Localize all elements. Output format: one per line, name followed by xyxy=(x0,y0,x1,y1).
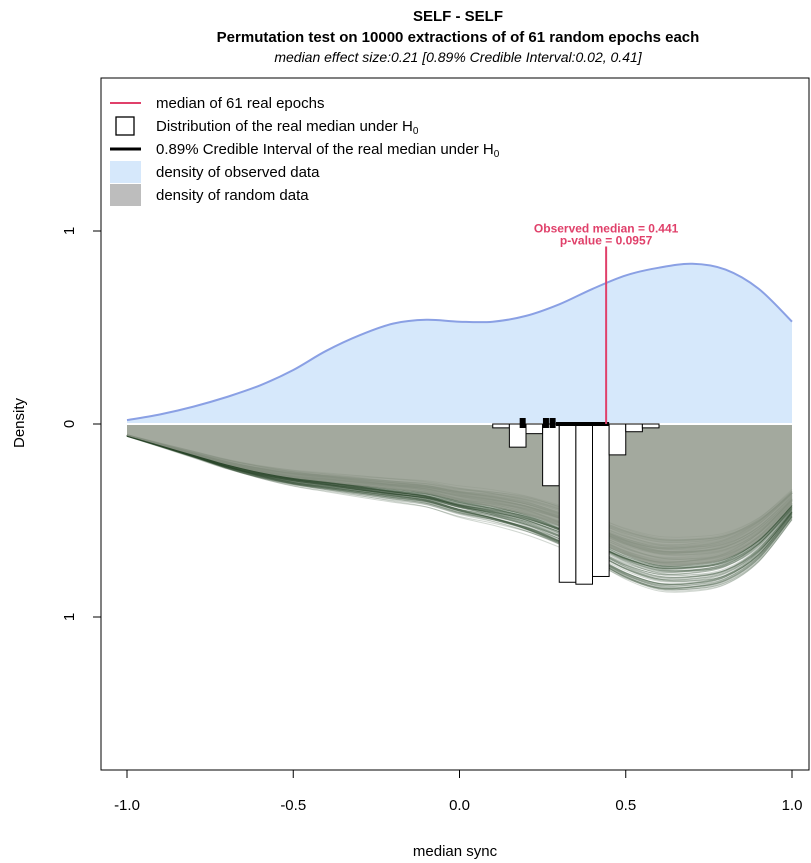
random-density-curve xyxy=(126,435,793,570)
permutation-histogram xyxy=(492,423,660,585)
credible-interval-tick xyxy=(519,418,526,428)
histogram-bar xyxy=(592,423,610,577)
credible-interval xyxy=(519,418,610,428)
random-density-curve xyxy=(126,435,793,582)
random-density-curve xyxy=(126,434,793,567)
chart-titles: SELF - SELF Permutation test on 10000 ex… xyxy=(217,8,700,65)
random-density-curve xyxy=(126,435,793,588)
random-density-curve xyxy=(126,435,793,577)
random-density-curve xyxy=(126,434,793,585)
random-density-curve xyxy=(126,435,793,587)
observed-median-label: Observed median = 0.441 xyxy=(534,221,679,235)
random-density-curve xyxy=(126,435,793,579)
random-density-curve xyxy=(126,434,793,569)
random-density-curve xyxy=(126,435,793,573)
random-density-curve xyxy=(126,435,793,591)
y-tick-label: 0 xyxy=(61,420,78,428)
observed-density-area xyxy=(127,263,792,424)
legend-label: Distribution of the real median under H0 xyxy=(156,118,419,137)
legend-swatch xyxy=(115,116,135,136)
random-density-curve xyxy=(126,435,793,572)
histogram-bar xyxy=(492,423,510,429)
histogram-bar xyxy=(525,423,544,435)
legend-swatch xyxy=(110,161,141,183)
legend: median of 61 real epochs Distribution of … xyxy=(110,95,500,206)
random-density-curve xyxy=(126,435,793,581)
y-tick-label: 1 xyxy=(61,227,78,235)
random-density-curve xyxy=(126,435,793,585)
random-density-curve xyxy=(126,435,793,579)
legend-item: density of random data xyxy=(110,184,309,206)
x-tick-label: 0.5 xyxy=(615,797,636,814)
histogram-bar xyxy=(608,423,627,456)
chart-effect-size-note: median effect size:0.21 [0.89% Credible … xyxy=(274,49,642,65)
random-density-curve xyxy=(126,435,793,573)
random-density-curve xyxy=(126,435,793,573)
x-tick-label: 1.0 xyxy=(782,797,803,814)
random-density-curve xyxy=(126,435,793,583)
random-density-curve xyxy=(126,434,793,590)
credible-interval-tick xyxy=(549,418,556,428)
random-density-curve xyxy=(126,435,793,586)
legend-item: Distribution of the real median under H0 xyxy=(115,116,419,137)
histogram-bar xyxy=(625,423,643,433)
random-density-curve xyxy=(126,435,793,587)
histogram-bar xyxy=(641,423,660,429)
random-density-curve xyxy=(126,435,793,590)
p-value-label: p-value = 0.0957 xyxy=(560,233,653,247)
random-density-curve xyxy=(126,435,793,591)
histogram-bar xyxy=(542,423,560,487)
x-tick-label: -1.0 xyxy=(114,797,140,814)
random-density-curve xyxy=(126,434,793,572)
legend-item: density of observed data xyxy=(110,161,320,183)
legend-label-subscript: 0 xyxy=(413,126,419,137)
random-density-curve xyxy=(126,435,793,585)
y-axis: 1 0 1 xyxy=(61,227,102,621)
x-axis-label: median sync xyxy=(413,843,498,860)
legend-item: 0.89% Credible Interval of the real medi… xyxy=(110,141,500,160)
legend-label: density of observed data xyxy=(156,164,320,181)
random-density-curve xyxy=(126,435,793,589)
random-density-curve xyxy=(126,435,793,589)
histogram-bar xyxy=(508,423,527,448)
legend-label-subscript: 0 xyxy=(494,149,500,160)
random-density-curve xyxy=(126,435,793,593)
y-axis-label: Density xyxy=(11,397,28,448)
random-density-curve xyxy=(126,435,793,581)
histogram-bar xyxy=(575,423,593,585)
random-density-area xyxy=(127,424,792,566)
random-density-curve xyxy=(126,435,793,583)
random-density-curve xyxy=(126,435,793,582)
random-density-curve xyxy=(126,435,793,592)
legend-item: median of 61 real epochs xyxy=(110,95,324,112)
random-density-curve xyxy=(126,434,793,576)
random-density-curve xyxy=(126,435,793,575)
random-density-curve xyxy=(126,435,793,591)
histogram-bar xyxy=(558,423,577,583)
chart-subtitle: Permutation test on 10000 extractions of… xyxy=(217,29,700,46)
legend-swatch xyxy=(110,184,141,206)
random-density-curve xyxy=(126,435,793,579)
x-tick-label: -0.5 xyxy=(280,797,306,814)
y-tick-label: 1 xyxy=(61,613,78,621)
random-density-curve xyxy=(126,435,793,590)
legend-label: density of random data xyxy=(156,187,309,204)
credible-interval-tick xyxy=(542,418,549,428)
random-density-curve xyxy=(126,434,793,580)
random-density-curve xyxy=(126,435,793,578)
observed-density-line xyxy=(126,262,793,422)
random-density-curve xyxy=(126,435,793,587)
legend-label: 0.89% Credible Interval of the real medi… xyxy=(156,141,500,160)
legend-label: median of 61 real epochs xyxy=(156,95,324,112)
random-density-curve xyxy=(126,435,793,569)
x-axis: -1.0 -0.5 0.0 0.5 1.0 xyxy=(114,769,803,814)
random-density-curve xyxy=(126,435,793,581)
chart-title: SELF - SELF xyxy=(413,8,503,25)
x-tick-label: 0.0 xyxy=(449,797,470,814)
